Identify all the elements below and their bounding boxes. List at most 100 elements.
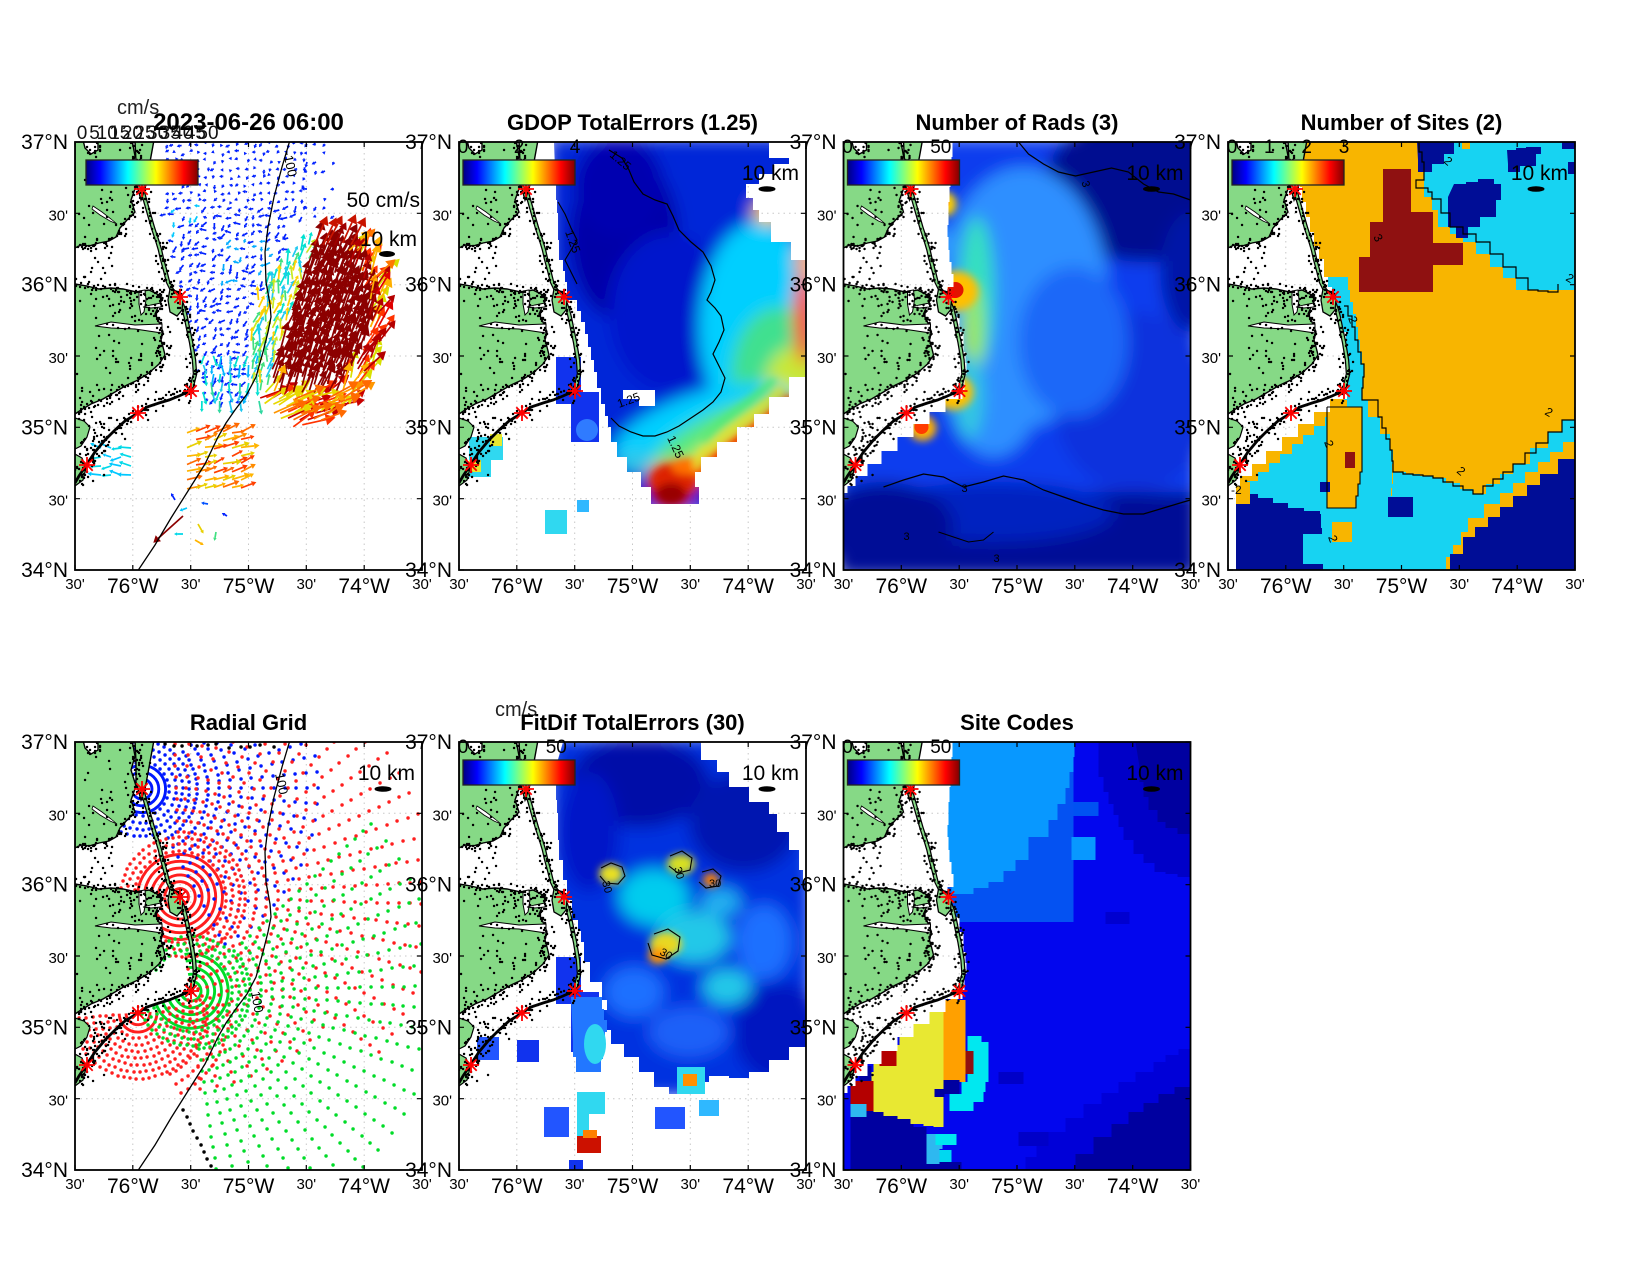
svg-text:30: 30 bbox=[147, 123, 168, 144]
svg-text:76°W: 76°W bbox=[876, 575, 928, 598]
svg-text:30': 30' bbox=[1450, 576, 1470, 593]
svg-text:37°N: 37°N bbox=[790, 731, 837, 754]
svg-text:76°W: 76°W bbox=[491, 1175, 543, 1198]
svg-text:30': 30' bbox=[796, 576, 816, 593]
svg-text:10 km: 10 km bbox=[742, 762, 799, 785]
svg-text:45: 45 bbox=[185, 123, 206, 144]
svg-text:30': 30' bbox=[65, 1176, 85, 1193]
svg-text:10: 10 bbox=[97, 123, 118, 144]
svg-text:35°N: 35°N bbox=[1174, 416, 1221, 439]
svg-text:50 cm/s: 50 cm/s bbox=[346, 189, 420, 212]
svg-text:30': 30' bbox=[817, 1093, 837, 1110]
svg-text:30': 30' bbox=[1181, 576, 1201, 593]
svg-text:74°W: 74°W bbox=[1491, 575, 1543, 598]
svg-text:30': 30' bbox=[432, 207, 452, 224]
svg-text:30': 30' bbox=[949, 1176, 969, 1193]
svg-text:74°W: 74°W bbox=[338, 575, 390, 598]
svg-text:30': 30' bbox=[834, 576, 854, 593]
svg-text:34°N: 34°N bbox=[1174, 559, 1221, 582]
svg-text:30': 30' bbox=[48, 950, 68, 967]
svg-text:30': 30' bbox=[1565, 576, 1585, 593]
svg-text:37°N: 37°N bbox=[21, 131, 68, 154]
svg-text:34°N: 34°N bbox=[405, 559, 452, 582]
svg-text:30': 30' bbox=[681, 576, 701, 593]
svg-text:Site Codes: Site Codes bbox=[960, 710, 1074, 735]
svg-text:-2: -2 bbox=[1231, 483, 1242, 497]
svg-text:30': 30' bbox=[1201, 207, 1221, 224]
svg-text:74°W: 74°W bbox=[1107, 1175, 1159, 1198]
svg-text:2: 2 bbox=[1345, 314, 1361, 325]
svg-text:30': 30' bbox=[834, 1176, 854, 1193]
svg-text:50: 50 bbox=[546, 737, 567, 758]
svg-text:34°N: 34°N bbox=[405, 1159, 452, 1182]
svg-text:10 km: 10 km bbox=[1511, 162, 1568, 185]
svg-text:10 km: 10 km bbox=[358, 762, 415, 785]
svg-text:30': 30' bbox=[949, 576, 969, 593]
svg-text:30': 30' bbox=[432, 493, 452, 510]
svg-text:35°N: 35°N bbox=[21, 416, 68, 439]
svg-text:75°W: 75°W bbox=[223, 575, 275, 598]
svg-text:37°N: 37°N bbox=[405, 731, 452, 754]
svg-text:2: 2 bbox=[514, 137, 525, 158]
svg-text:2: 2 bbox=[1301, 137, 1312, 158]
svg-text:2023-06-26 06:00: 2023-06-26 06:00 bbox=[153, 109, 344, 136]
svg-text:74°W: 74°W bbox=[722, 1175, 774, 1198]
svg-text:25: 25 bbox=[134, 123, 155, 144]
svg-text:30': 30' bbox=[817, 493, 837, 510]
svg-text:75°W: 75°W bbox=[991, 575, 1043, 598]
svg-text:30': 30' bbox=[297, 1176, 317, 1193]
svg-text:36°N: 36°N bbox=[21, 874, 68, 897]
svg-text:30': 30' bbox=[1201, 493, 1221, 510]
svg-text:35°N: 35°N bbox=[790, 1016, 837, 1039]
svg-text:2: 2 bbox=[1321, 438, 1337, 449]
svg-text:30': 30' bbox=[817, 207, 837, 224]
svg-text:30': 30' bbox=[817, 950, 837, 967]
svg-text:36°N: 36°N bbox=[1174, 274, 1221, 297]
svg-text:30': 30' bbox=[1065, 576, 1085, 593]
svg-text:cm/s: cm/s bbox=[495, 699, 537, 721]
svg-text:30': 30' bbox=[565, 1176, 585, 1193]
svg-text:cm/s: cm/s bbox=[117, 97, 159, 119]
svg-text:30': 30' bbox=[1201, 350, 1221, 367]
svg-text:75°W: 75°W bbox=[1376, 575, 1428, 598]
svg-text:30': 30' bbox=[432, 807, 452, 824]
svg-text:37°N: 37°N bbox=[1174, 131, 1221, 154]
svg-text:30': 30' bbox=[412, 1176, 432, 1193]
svg-text:3: 3 bbox=[904, 531, 910, 543]
svg-text:15: 15 bbox=[109, 123, 130, 144]
svg-text:3: 3 bbox=[1339, 137, 1350, 158]
svg-text:30': 30' bbox=[48, 350, 68, 367]
svg-text:76°W: 76°W bbox=[107, 1175, 159, 1198]
svg-text:0: 0 bbox=[1227, 137, 1238, 158]
svg-text:37°N: 37°N bbox=[405, 131, 452, 154]
svg-text:50: 50 bbox=[930, 737, 951, 758]
svg-text:30': 30' bbox=[1218, 576, 1238, 593]
svg-text:FitDif TotalErrors (30): FitDif TotalErrors (30) bbox=[520, 710, 745, 735]
svg-text:30': 30' bbox=[48, 807, 68, 824]
svg-text:30': 30' bbox=[449, 1176, 469, 1193]
svg-text:Number of Sites (2): Number of Sites (2) bbox=[1301, 110, 1503, 135]
svg-text:36°N: 36°N bbox=[790, 274, 837, 297]
svg-text:0: 0 bbox=[77, 123, 88, 144]
svg-text:100: 100 bbox=[272, 772, 291, 796]
svg-text:74°W: 74°W bbox=[722, 575, 774, 598]
svg-text:40: 40 bbox=[172, 123, 193, 144]
svg-text:30': 30' bbox=[432, 350, 452, 367]
svg-text:34°N: 34°N bbox=[790, 1159, 837, 1182]
svg-text:75°W: 75°W bbox=[223, 1175, 275, 1198]
svg-text:0: 0 bbox=[842, 737, 853, 758]
svg-text:35°N: 35°N bbox=[405, 1016, 452, 1039]
svg-text:1: 1 bbox=[1264, 137, 1275, 158]
svg-text:10 km: 10 km bbox=[742, 162, 799, 185]
svg-text:30': 30' bbox=[65, 576, 85, 593]
svg-text:0: 0 bbox=[458, 737, 469, 758]
svg-text:30': 30' bbox=[181, 1176, 201, 1193]
svg-text:76°W: 76°W bbox=[491, 575, 543, 598]
svg-text:30': 30' bbox=[1181, 1176, 1201, 1193]
svg-text:2: 2 bbox=[1325, 533, 1341, 544]
svg-text:30': 30' bbox=[449, 576, 469, 593]
svg-text:3: 3 bbox=[1079, 180, 1092, 189]
svg-text:GDOP TotalErrors (1.25): GDOP TotalErrors (1.25) bbox=[507, 110, 758, 135]
svg-text:50: 50 bbox=[197, 123, 218, 144]
svg-text:30': 30' bbox=[297, 576, 317, 593]
